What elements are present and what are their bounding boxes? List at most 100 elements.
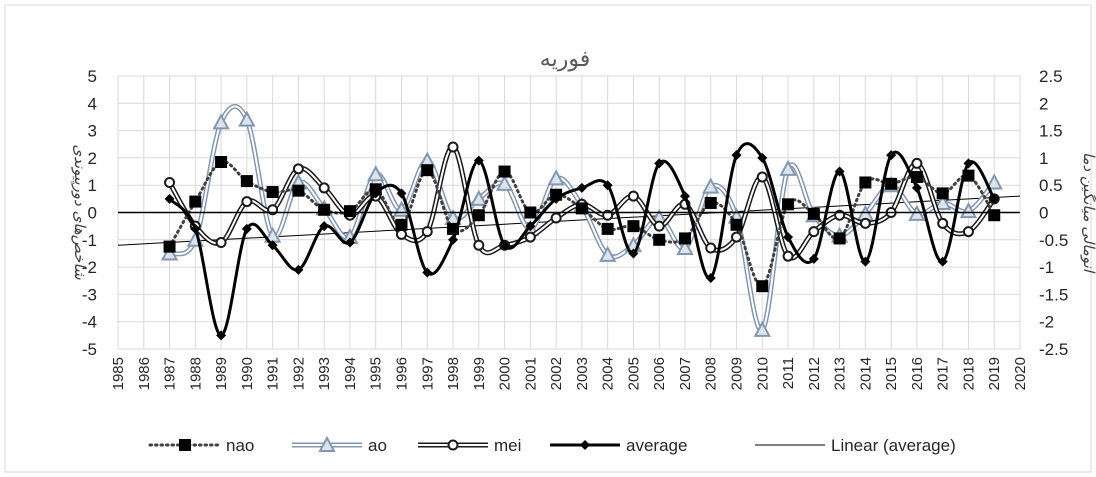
nao-point bbox=[627, 220, 640, 233]
mei-point bbox=[215, 237, 227, 249]
y-tick-label: -2 bbox=[82, 258, 97, 277]
mei-point bbox=[653, 220, 665, 232]
nao-point bbox=[189, 195, 202, 208]
mei-point bbox=[395, 228, 407, 240]
average-point bbox=[293, 264, 304, 275]
ao-point bbox=[367, 165, 385, 182]
nao-point bbox=[936, 187, 949, 200]
ao-point bbox=[753, 320, 771, 337]
average-point bbox=[525, 221, 536, 232]
nao-point bbox=[653, 233, 666, 246]
mei-point bbox=[524, 231, 536, 243]
nao-point bbox=[756, 280, 769, 293]
nao-point bbox=[833, 232, 846, 245]
nao-point bbox=[292, 184, 305, 197]
average-point bbox=[370, 188, 381, 199]
ao-point bbox=[934, 193, 952, 210]
nao-point bbox=[163, 240, 176, 253]
x-tick-label: 2006 bbox=[651, 357, 668, 390]
ao-point bbox=[470, 189, 488, 206]
ao-point bbox=[238, 110, 256, 127]
y2-tick-label: 2 bbox=[1039, 94, 1048, 113]
x-tick-label: 1995 bbox=[368, 357, 385, 390]
y-tick-label: 1 bbox=[88, 176, 97, 195]
ao-point bbox=[908, 204, 926, 221]
average-point bbox=[989, 193, 1000, 204]
y2-tick-label: -0.5 bbox=[1039, 231, 1068, 250]
y2-tick-label: 1 bbox=[1039, 149, 1048, 168]
x-tick-label: 2020 bbox=[1012, 357, 1029, 390]
y2-tick-label: -2.5 bbox=[1039, 340, 1068, 359]
nao-point bbox=[601, 222, 614, 235]
x-tick-label: 1990 bbox=[239, 357, 256, 390]
ao-point bbox=[676, 238, 694, 255]
mei-point bbox=[292, 163, 304, 175]
mei-point bbox=[473, 239, 485, 251]
nao-point bbox=[266, 186, 279, 199]
y-tick-label: -3 bbox=[82, 285, 97, 304]
x-tick-label: 2002 bbox=[548, 357, 565, 390]
x-tick-label: 2017 bbox=[935, 357, 952, 390]
nao-point bbox=[472, 209, 485, 222]
ao-point bbox=[702, 177, 720, 194]
average-point bbox=[679, 191, 690, 202]
average-point bbox=[705, 273, 716, 284]
nao-point bbox=[395, 218, 408, 231]
x-tick-label: 2018 bbox=[960, 357, 977, 390]
average-point bbox=[602, 180, 613, 191]
nao-point bbox=[730, 218, 743, 231]
mei-point bbox=[421, 226, 433, 238]
x-tick-label: 2012 bbox=[806, 357, 823, 390]
legend-label: ao bbox=[368, 436, 387, 455]
y2-tick-label: -1 bbox=[1039, 258, 1054, 277]
legend-label: average bbox=[626, 436, 687, 455]
series-layer bbox=[117, 103, 1021, 341]
legend-item-linear-average-: Linear (average) bbox=[755, 436, 956, 455]
x-tick-label: 2013 bbox=[832, 357, 849, 390]
average-point bbox=[654, 158, 665, 169]
average-point bbox=[783, 232, 794, 243]
average-point bbox=[937, 256, 948, 267]
series-nao bbox=[163, 155, 1001, 293]
legend: nao ao mei average Linear (average) bbox=[148, 435, 956, 455]
average-point bbox=[422, 267, 433, 278]
x-tick-label: 1998 bbox=[445, 357, 462, 390]
y2-axis-title: آنومالی میانگین دما bbox=[1080, 152, 1096, 277]
nao-point bbox=[343, 205, 356, 218]
axes-layer: 5 4 3 2 1 0 -1 -2 -3 -4 -5 2.5 2 1.5 1 0.5 0 -0.5 -1 -1.5 -2… bbox=[82, 67, 1068, 390]
nao-point bbox=[498, 165, 511, 178]
nao-point bbox=[575, 202, 588, 215]
legend-item-average: average bbox=[550, 436, 687, 455]
average-point bbox=[267, 240, 278, 251]
nao-point bbox=[421, 164, 434, 177]
x-tick-label: 2007 bbox=[677, 357, 694, 390]
average-point bbox=[190, 223, 201, 234]
average-point bbox=[344, 237, 355, 248]
average-point bbox=[551, 193, 562, 204]
y2-tick-label: -2 bbox=[1039, 313, 1054, 332]
x-tick-label: 1988 bbox=[187, 357, 204, 390]
ao-point bbox=[598, 245, 617, 262]
x-tick-label: 1993 bbox=[316, 357, 333, 390]
x-tick-label: 2010 bbox=[754, 357, 771, 390]
average-point bbox=[396, 188, 407, 199]
mei-point bbox=[447, 439, 459, 451]
x-tick-label: 2011 bbox=[780, 357, 797, 389]
y-axis-title: شاخص‌های دورپیوندی bbox=[71, 144, 89, 280]
average-point bbox=[448, 234, 459, 245]
x-tick-label: 1997 bbox=[419, 357, 436, 390]
y2-tick-label: 2.5 bbox=[1039, 67, 1063, 86]
y2-tick-label: 1.5 bbox=[1039, 122, 1063, 141]
average-point bbox=[628, 248, 639, 259]
mei-point bbox=[859, 217, 871, 229]
mei-point bbox=[550, 212, 562, 224]
nao-point bbox=[678, 232, 691, 245]
average-point bbox=[241, 223, 252, 234]
average-point bbox=[216, 330, 227, 341]
y-tick-label: -4 bbox=[82, 313, 97, 332]
mei-point bbox=[705, 242, 717, 254]
mei-point bbox=[808, 226, 820, 238]
y-tick-label: -1 bbox=[82, 231, 97, 250]
series-average bbox=[164, 142, 1000, 341]
